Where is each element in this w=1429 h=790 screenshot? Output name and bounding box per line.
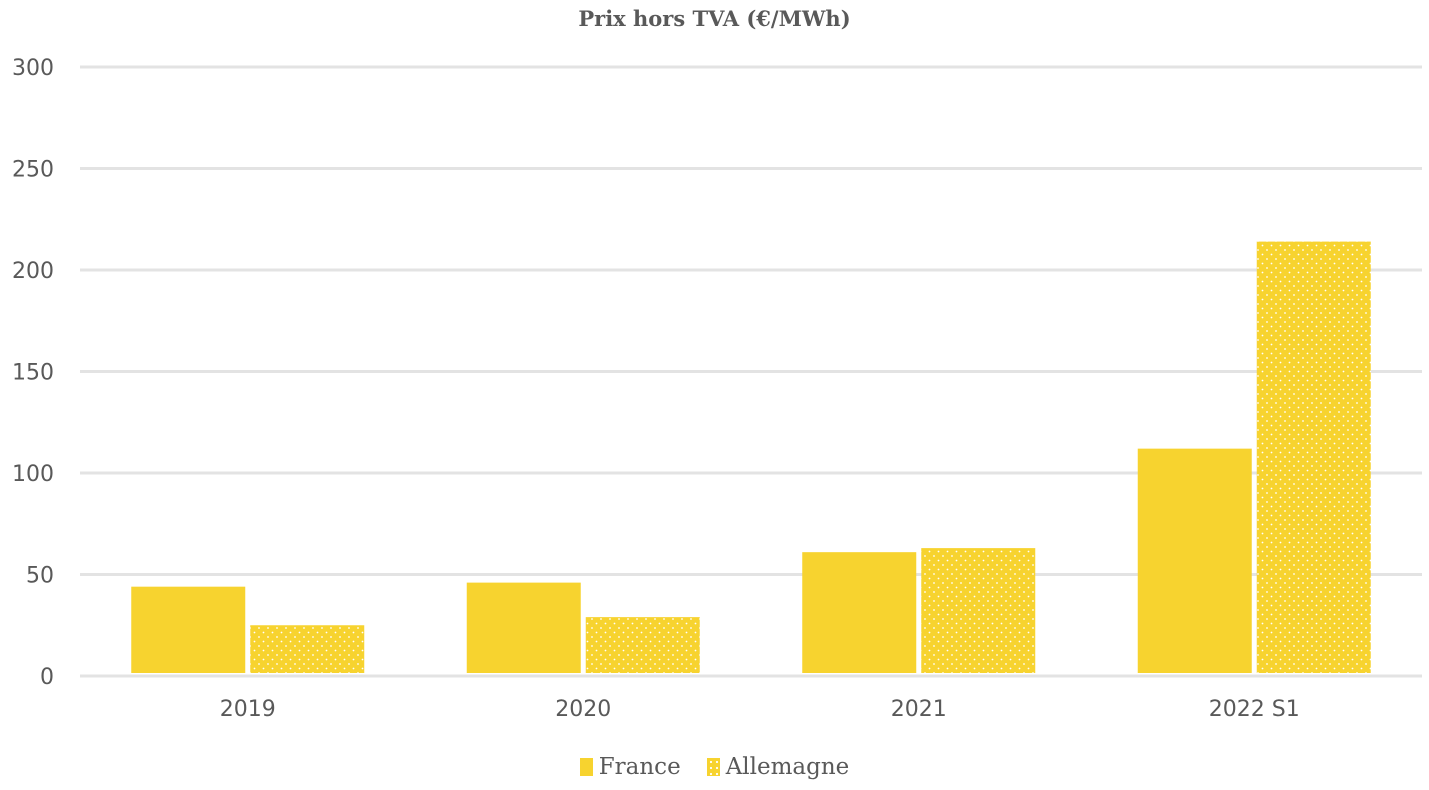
y-tick-label: 250 <box>12 158 54 183</box>
x-tick-label: 2020 <box>555 697 611 722</box>
bar-france-2022-s1[interactable] <box>1137 448 1252 673</box>
bar-france-2020[interactable] <box>466 582 581 673</box>
legend-item-allemagne[interactable]: Allemagne <box>706 754 850 780</box>
y-tick-label: 100 <box>12 462 54 487</box>
gridlines <box>80 65 1422 678</box>
bar-allemagne-2022-s1[interactable] <box>1256 241 1371 673</box>
legend-label-france: France <box>598 754 681 780</box>
bar-allemagne-2019[interactable] <box>250 625 365 673</box>
bar-france-2019[interactable] <box>131 586 246 673</box>
bar-france-2021[interactable] <box>802 552 917 673</box>
x-tick-label: 2021 <box>891 697 947 722</box>
legend-swatch-allemagne <box>706 758 720 776</box>
legend: France Allemagne <box>0 754 1429 780</box>
legend-label-allemagne: Allemagne <box>725 754 850 780</box>
bar-chart: 0 50 100 150 200 250 300 2019 2020 2021 2022 S1 <box>12 56 1422 722</box>
chart-title: Prix hors TVA (€/MWh) <box>578 6 851 31</box>
y-axis-ticks: 0 50 100 150 200 250 300 <box>12 56 54 690</box>
y-tick-label: 150 <box>12 361 54 386</box>
x-axis-ticks: 2019 2020 2021 2022 S1 <box>220 697 1300 722</box>
y-tick-label: 0 <box>40 665 54 690</box>
y-tick-label: 200 <box>12 259 54 284</box>
x-tick-label: 2022 S1 <box>1209 697 1300 722</box>
y-tick-label: 300 <box>12 56 54 81</box>
bar-allemagne-2020[interactable] <box>585 617 700 673</box>
y-tick-label: 50 <box>26 564 54 589</box>
legend-item-france[interactable]: France <box>579 754 681 780</box>
bar-allemagne-2021[interactable] <box>921 548 1036 673</box>
legend-swatch-france <box>579 758 593 776</box>
x-tick-label: 2019 <box>220 697 276 722</box>
bars <box>131 241 1371 673</box>
